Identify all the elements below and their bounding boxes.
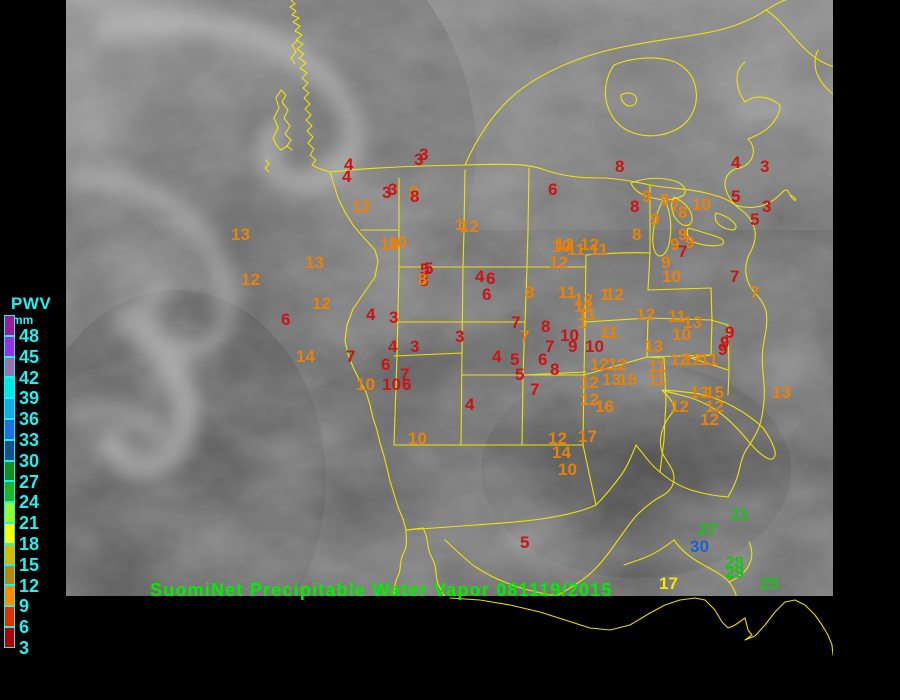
svg-text:12: 12	[670, 397, 689, 416]
svg-text:7: 7	[346, 347, 355, 366]
svg-text:6: 6	[482, 285, 491, 304]
svg-text:8: 8	[615, 157, 624, 176]
svg-text:3: 3	[389, 308, 398, 327]
svg-text:13: 13	[231, 225, 250, 244]
svg-text:9: 9	[642, 187, 651, 206]
svg-text:4: 4	[465, 395, 475, 414]
svg-text:14: 14	[296, 347, 315, 366]
svg-text:3: 3	[410, 337, 419, 356]
svg-text:10: 10	[692, 195, 711, 214]
svg-text:5: 5	[731, 187, 740, 206]
svg-text:3: 3	[762, 197, 771, 216]
svg-text:4: 4	[388, 337, 398, 356]
svg-text:12: 12	[549, 253, 568, 272]
svg-text:7: 7	[530, 380, 539, 399]
svg-text:17: 17	[659, 574, 678, 593]
svg-text:7: 7	[678, 242, 687, 261]
svg-text:8: 8	[630, 197, 639, 216]
svg-text:4: 4	[342, 167, 352, 186]
svg-text:6: 6	[281, 310, 290, 329]
svg-text:21: 21	[730, 505, 749, 524]
svg-text:12: 12	[580, 235, 599, 254]
svg-text:17: 17	[578, 427, 597, 446]
svg-text:12: 12	[312, 294, 331, 313]
svg-text:7: 7	[750, 283, 759, 302]
svg-text:15: 15	[618, 370, 637, 389]
svg-text:12: 12	[241, 270, 260, 289]
svg-text:3: 3	[382, 183, 391, 202]
svg-text:4: 4	[492, 347, 502, 366]
svg-text:6: 6	[381, 355, 390, 374]
svg-text:12: 12	[700, 410, 719, 429]
svg-text:8: 8	[632, 225, 641, 244]
svg-text:8: 8	[550, 360, 559, 379]
svg-text:9: 9	[661, 253, 670, 272]
svg-text:10: 10	[558, 460, 577, 479]
svg-text:8: 8	[678, 203, 687, 222]
svg-text:4: 4	[475, 267, 485, 286]
svg-text:13: 13	[772, 383, 791, 402]
svg-text:11: 11	[700, 350, 718, 369]
svg-text:3: 3	[414, 150, 423, 169]
svg-text:9: 9	[718, 340, 727, 359]
svg-text:7: 7	[730, 267, 739, 286]
svg-text:10: 10	[356, 375, 375, 394]
svg-text:12: 12	[605, 285, 624, 304]
svg-text:4: 4	[366, 305, 376, 324]
svg-text:9: 9	[660, 190, 669, 209]
svg-text:5: 5	[750, 210, 759, 229]
svg-text:8: 8	[525, 283, 534, 302]
svg-text:12: 12	[636, 305, 655, 324]
svg-text:13: 13	[644, 337, 663, 356]
svg-text:25: 25	[760, 574, 779, 593]
svg-text:10: 10	[408, 429, 427, 448]
svg-text:4: 4	[731, 153, 741, 172]
svg-text:8: 8	[410, 187, 419, 206]
svg-text:13: 13	[683, 313, 702, 332]
svg-text:12: 12	[460, 217, 479, 236]
svg-text:10: 10	[585, 337, 604, 356]
svg-text:12: 12	[352, 197, 371, 216]
svg-text:3: 3	[455, 327, 464, 346]
svg-text:6: 6	[548, 180, 557, 199]
svg-text:7: 7	[520, 327, 529, 346]
svg-text:9: 9	[650, 210, 659, 229]
svg-text:11: 11	[648, 370, 666, 389]
svg-text:6: 6	[402, 375, 411, 394]
svg-text:10: 10	[380, 235, 399, 254]
svg-text:7: 7	[545, 337, 554, 356]
svg-text:30: 30	[690, 537, 709, 556]
svg-text:1: 1	[578, 313, 587, 332]
svg-text:29: 29	[725, 563, 744, 582]
svg-text:10: 10	[382, 375, 401, 394]
svg-text:16: 16	[595, 397, 614, 416]
svg-text:13: 13	[305, 253, 324, 272]
svg-text:5: 5	[520, 533, 529, 552]
svg-text:5: 5	[515, 365, 524, 384]
svg-text:9: 9	[568, 337, 577, 356]
svg-text:8: 8	[418, 270, 427, 289]
svg-text:3: 3	[760, 157, 769, 176]
svg-text:8: 8	[541, 317, 550, 336]
